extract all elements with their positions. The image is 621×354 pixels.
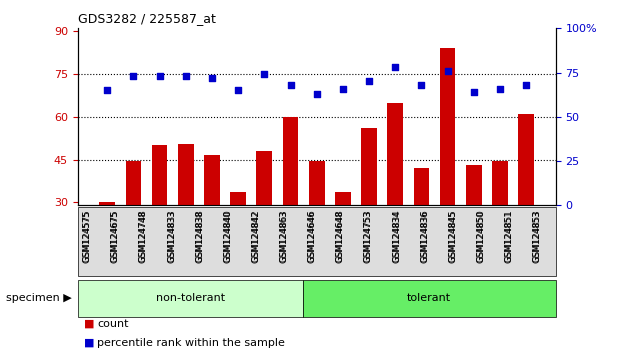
Text: GSM124850: GSM124850: [476, 209, 486, 262]
Text: GSM124575: GSM124575: [83, 209, 92, 262]
Point: [443, 68, 453, 74]
Point: [286, 82, 296, 88]
Bar: [204, 155, 220, 288]
Point: [129, 73, 138, 79]
Bar: [152, 145, 168, 288]
Text: GSM124833: GSM124833: [167, 209, 176, 262]
Text: specimen ▶: specimen ▶: [6, 293, 71, 303]
Bar: [414, 168, 429, 288]
Text: GSM124748: GSM124748: [139, 211, 148, 263]
Text: GSM124836: GSM124836: [420, 211, 429, 263]
Point: [181, 73, 191, 79]
Point: [233, 87, 243, 93]
Text: GSM124853: GSM124853: [533, 209, 542, 262]
Bar: [361, 128, 377, 288]
Text: GSM124753: GSM124753: [364, 211, 373, 263]
Text: GSM124648: GSM124648: [336, 209, 345, 262]
Bar: [335, 193, 351, 288]
Bar: [388, 103, 403, 288]
Bar: [466, 165, 482, 288]
Bar: [125, 161, 141, 288]
Text: GSM124845: GSM124845: [448, 209, 457, 262]
Bar: [440, 48, 455, 288]
Bar: [178, 144, 194, 288]
Point: [260, 72, 270, 77]
Text: GSM124648: GSM124648: [336, 211, 345, 263]
Point: [521, 82, 531, 88]
Point: [155, 73, 165, 79]
Text: GSM124842: GSM124842: [252, 209, 260, 262]
Text: GSM124675: GSM124675: [111, 209, 120, 262]
Text: GSM124853: GSM124853: [533, 211, 542, 263]
Point: [417, 82, 427, 88]
Text: GSM124646: GSM124646: [308, 211, 317, 263]
Text: GDS3282 / 225587_at: GDS3282 / 225587_at: [78, 12, 215, 25]
Text: GSM124842: GSM124842: [252, 211, 260, 263]
Point: [102, 87, 112, 93]
Text: GSM124851: GSM124851: [505, 209, 514, 262]
Bar: [492, 161, 508, 288]
Text: GSM124748: GSM124748: [139, 209, 148, 262]
Point: [495, 86, 505, 91]
Point: [391, 64, 401, 70]
Text: GSM124675: GSM124675: [111, 211, 120, 263]
Text: GSM124834: GSM124834: [392, 211, 401, 263]
Text: GSM124840: GSM124840: [224, 211, 232, 263]
Bar: [519, 114, 534, 288]
Text: non-tolerant: non-tolerant: [156, 293, 225, 303]
Bar: [99, 202, 115, 288]
Point: [312, 91, 322, 97]
Text: GSM124838: GSM124838: [195, 209, 204, 262]
Text: GSM124838: GSM124838: [195, 211, 204, 263]
Text: GSM124850: GSM124850: [476, 211, 486, 263]
Point: [207, 75, 217, 81]
Text: GSM124863: GSM124863: [279, 209, 289, 262]
Text: ■: ■: [84, 319, 94, 329]
Bar: [230, 193, 246, 288]
Text: ■: ■: [84, 338, 94, 348]
Bar: [283, 117, 298, 288]
Text: GSM124851: GSM124851: [505, 211, 514, 263]
Text: GSM124863: GSM124863: [279, 211, 289, 263]
Text: percentile rank within the sample: percentile rank within the sample: [97, 338, 286, 348]
Text: count: count: [97, 319, 129, 329]
Bar: [309, 161, 325, 288]
Point: [364, 79, 374, 84]
Text: GSM124575: GSM124575: [83, 211, 92, 263]
Text: GSM124834: GSM124834: [392, 209, 401, 262]
Text: GSM124833: GSM124833: [167, 211, 176, 263]
Point: [338, 86, 348, 91]
Point: [469, 89, 479, 95]
Text: GSM124836: GSM124836: [420, 209, 429, 262]
Text: GSM124840: GSM124840: [224, 209, 232, 262]
Bar: [256, 151, 272, 288]
Text: GSM124845: GSM124845: [448, 211, 457, 263]
Text: GSM124646: GSM124646: [308, 209, 317, 262]
Text: GSM124753: GSM124753: [364, 209, 373, 262]
Text: tolerant: tolerant: [407, 293, 451, 303]
